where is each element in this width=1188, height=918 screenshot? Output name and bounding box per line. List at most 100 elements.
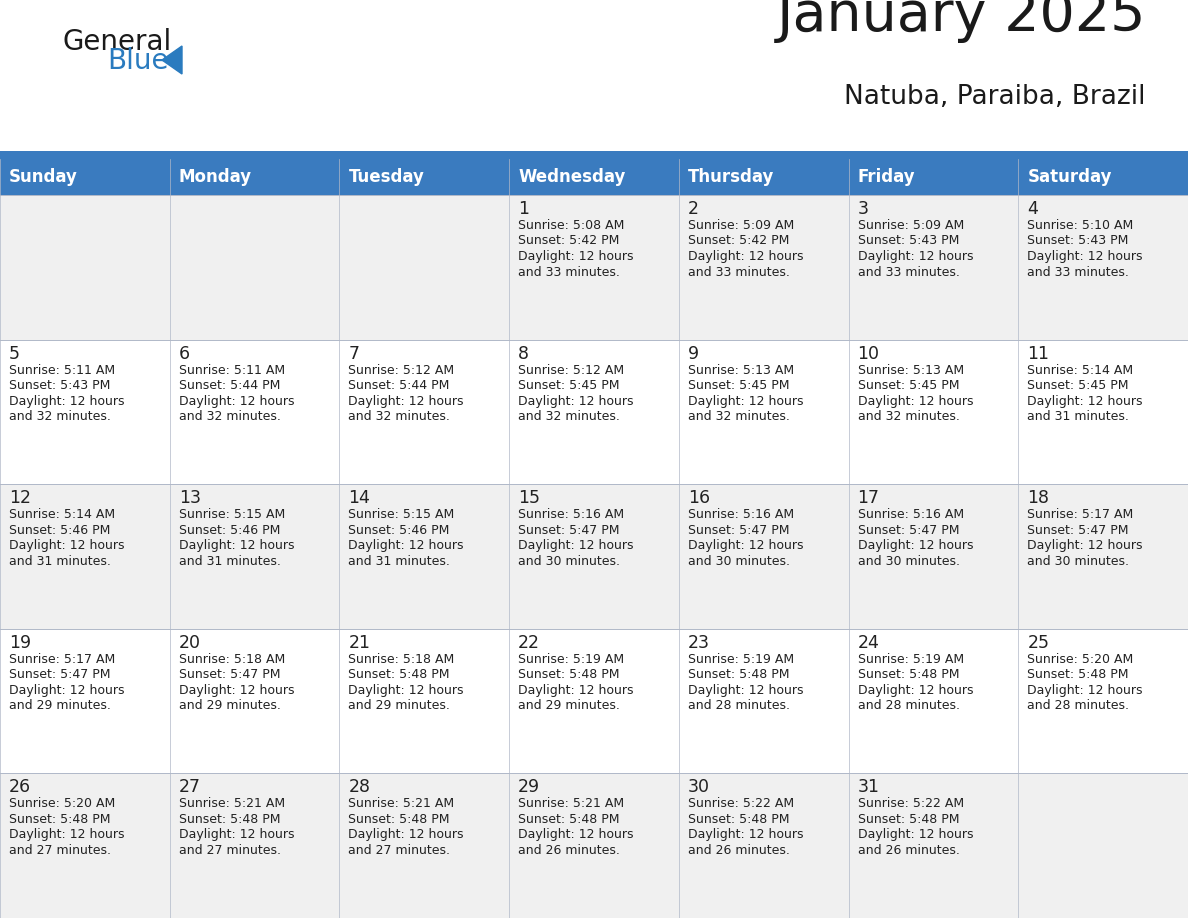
Text: Sunrise: 5:09 AM: Sunrise: 5:09 AM <box>858 219 963 232</box>
Text: Sunrise: 5:08 AM: Sunrise: 5:08 AM <box>518 219 625 232</box>
Text: Sunrise: 5:11 AM: Sunrise: 5:11 AM <box>178 364 285 376</box>
Text: 28: 28 <box>348 778 371 797</box>
Text: 2: 2 <box>688 200 699 218</box>
Text: 20: 20 <box>178 633 201 652</box>
Text: 22: 22 <box>518 633 541 652</box>
Text: and 27 minutes.: and 27 minutes. <box>178 844 280 856</box>
Text: Daylight: 12 hours: Daylight: 12 hours <box>178 828 295 842</box>
Text: and 32 minutes.: and 32 minutes. <box>10 410 110 423</box>
Bar <box>340 159 510 195</box>
Text: Sunset: 5:48 PM: Sunset: 5:48 PM <box>1028 668 1129 681</box>
Text: 5: 5 <box>10 344 20 363</box>
Text: Daylight: 12 hours: Daylight: 12 hours <box>518 684 633 697</box>
Bar <box>0 340 170 484</box>
Text: Sunset: 5:46 PM: Sunset: 5:46 PM <box>10 523 110 537</box>
Text: and 28 minutes.: and 28 minutes. <box>1028 700 1130 712</box>
Bar <box>848 340 1018 484</box>
Text: and 27 minutes.: and 27 minutes. <box>10 844 110 856</box>
Text: and 29 minutes.: and 29 minutes. <box>10 700 110 712</box>
Text: 31: 31 <box>858 778 879 797</box>
Text: 3: 3 <box>858 200 868 218</box>
Text: Daylight: 12 hours: Daylight: 12 hours <box>348 395 465 408</box>
Text: 6: 6 <box>178 344 190 363</box>
Text: 8: 8 <box>518 344 529 363</box>
Bar <box>170 159 340 195</box>
Text: 17: 17 <box>858 489 879 508</box>
Bar <box>848 773 1018 918</box>
Bar <box>170 629 340 773</box>
Bar <box>0 195 170 340</box>
Text: Sunrise: 5:14 AM: Sunrise: 5:14 AM <box>1028 364 1133 376</box>
Text: Sunrise: 5:18 AM: Sunrise: 5:18 AM <box>348 653 455 666</box>
Text: Sunrise: 5:19 AM: Sunrise: 5:19 AM <box>688 653 794 666</box>
Text: Sunset: 5:43 PM: Sunset: 5:43 PM <box>1028 234 1129 248</box>
Text: Daylight: 12 hours: Daylight: 12 hours <box>688 250 803 263</box>
Text: Daylight: 12 hours: Daylight: 12 hours <box>1028 539 1143 553</box>
Text: Sunrise: 5:12 AM: Sunrise: 5:12 AM <box>518 364 624 376</box>
Text: Daylight: 12 hours: Daylight: 12 hours <box>10 828 125 842</box>
Text: Daylight: 12 hours: Daylight: 12 hours <box>10 684 125 697</box>
Text: and 26 minutes.: and 26 minutes. <box>858 844 960 856</box>
Text: and 27 minutes.: and 27 minutes. <box>348 844 450 856</box>
Bar <box>678 195 848 340</box>
Text: 12: 12 <box>10 489 31 508</box>
Text: 18: 18 <box>1028 489 1049 508</box>
Text: 4: 4 <box>1028 200 1038 218</box>
Text: 25: 25 <box>1028 633 1049 652</box>
Text: 30: 30 <box>688 778 710 797</box>
Text: Sunrise: 5:19 AM: Sunrise: 5:19 AM <box>518 653 624 666</box>
Bar <box>170 340 340 484</box>
Text: and 29 minutes.: and 29 minutes. <box>348 700 450 712</box>
Text: Daylight: 12 hours: Daylight: 12 hours <box>1028 250 1143 263</box>
Text: 10: 10 <box>858 344 879 363</box>
Text: Daylight: 12 hours: Daylight: 12 hours <box>178 539 295 553</box>
Text: and 31 minutes.: and 31 minutes. <box>178 554 280 567</box>
Text: Daylight: 12 hours: Daylight: 12 hours <box>858 539 973 553</box>
Text: Sunset: 5:47 PM: Sunset: 5:47 PM <box>858 523 959 537</box>
Text: Sunrise: 5:20 AM: Sunrise: 5:20 AM <box>1028 653 1133 666</box>
Text: and 32 minutes.: and 32 minutes. <box>858 410 960 423</box>
Text: Daylight: 12 hours: Daylight: 12 hours <box>518 828 633 842</box>
Text: January 2025: January 2025 <box>777 0 1146 43</box>
Text: Blue: Blue <box>107 47 169 75</box>
Text: 1: 1 <box>518 200 529 218</box>
Text: 15: 15 <box>518 489 541 508</box>
Text: Daylight: 12 hours: Daylight: 12 hours <box>348 684 465 697</box>
Text: Daylight: 12 hours: Daylight: 12 hours <box>688 828 803 842</box>
Bar <box>848 195 1018 340</box>
Text: Sunrise: 5:21 AM: Sunrise: 5:21 AM <box>348 798 455 811</box>
Bar <box>678 629 848 773</box>
Bar <box>340 340 510 484</box>
Bar <box>1018 773 1188 918</box>
Text: Monday: Monday <box>178 168 252 186</box>
Text: and 30 minutes.: and 30 minutes. <box>688 554 790 567</box>
Text: Daylight: 12 hours: Daylight: 12 hours <box>10 539 125 553</box>
Bar <box>1018 195 1188 340</box>
Text: Daylight: 12 hours: Daylight: 12 hours <box>1028 684 1143 697</box>
Text: Sunset: 5:47 PM: Sunset: 5:47 PM <box>178 668 280 681</box>
Text: and 33 minutes.: and 33 minutes. <box>1028 265 1129 278</box>
Text: Sunrise: 5:17 AM: Sunrise: 5:17 AM <box>1028 509 1133 521</box>
Text: and 33 minutes.: and 33 minutes. <box>688 265 790 278</box>
Text: and 28 minutes.: and 28 minutes. <box>688 700 790 712</box>
Text: Daylight: 12 hours: Daylight: 12 hours <box>518 539 633 553</box>
Text: Daylight: 12 hours: Daylight: 12 hours <box>858 250 973 263</box>
Text: Sunrise: 5:09 AM: Sunrise: 5:09 AM <box>688 219 794 232</box>
Text: Sunrise: 5:22 AM: Sunrise: 5:22 AM <box>858 798 963 811</box>
Text: Sunset: 5:48 PM: Sunset: 5:48 PM <box>858 668 959 681</box>
Text: and 30 minutes.: and 30 minutes. <box>1028 554 1130 567</box>
Bar <box>340 773 510 918</box>
Text: Sunset: 5:45 PM: Sunset: 5:45 PM <box>858 379 959 392</box>
Text: and 32 minutes.: and 32 minutes. <box>178 410 280 423</box>
Text: Natuba, Paraiba, Brazil: Natuba, Paraiba, Brazil <box>845 84 1146 110</box>
Text: Sunrise: 5:12 AM: Sunrise: 5:12 AM <box>348 364 455 376</box>
Text: Sunset: 5:46 PM: Sunset: 5:46 PM <box>348 523 450 537</box>
Text: 27: 27 <box>178 778 201 797</box>
Text: Daylight: 12 hours: Daylight: 12 hours <box>348 828 465 842</box>
Text: 16: 16 <box>688 489 710 508</box>
Text: Sunset: 5:44 PM: Sunset: 5:44 PM <box>348 379 450 392</box>
Text: Sunset: 5:47 PM: Sunset: 5:47 PM <box>10 668 110 681</box>
Text: and 26 minutes.: and 26 minutes. <box>518 844 620 856</box>
Bar <box>170 773 340 918</box>
Text: Sunset: 5:48 PM: Sunset: 5:48 PM <box>688 813 789 826</box>
